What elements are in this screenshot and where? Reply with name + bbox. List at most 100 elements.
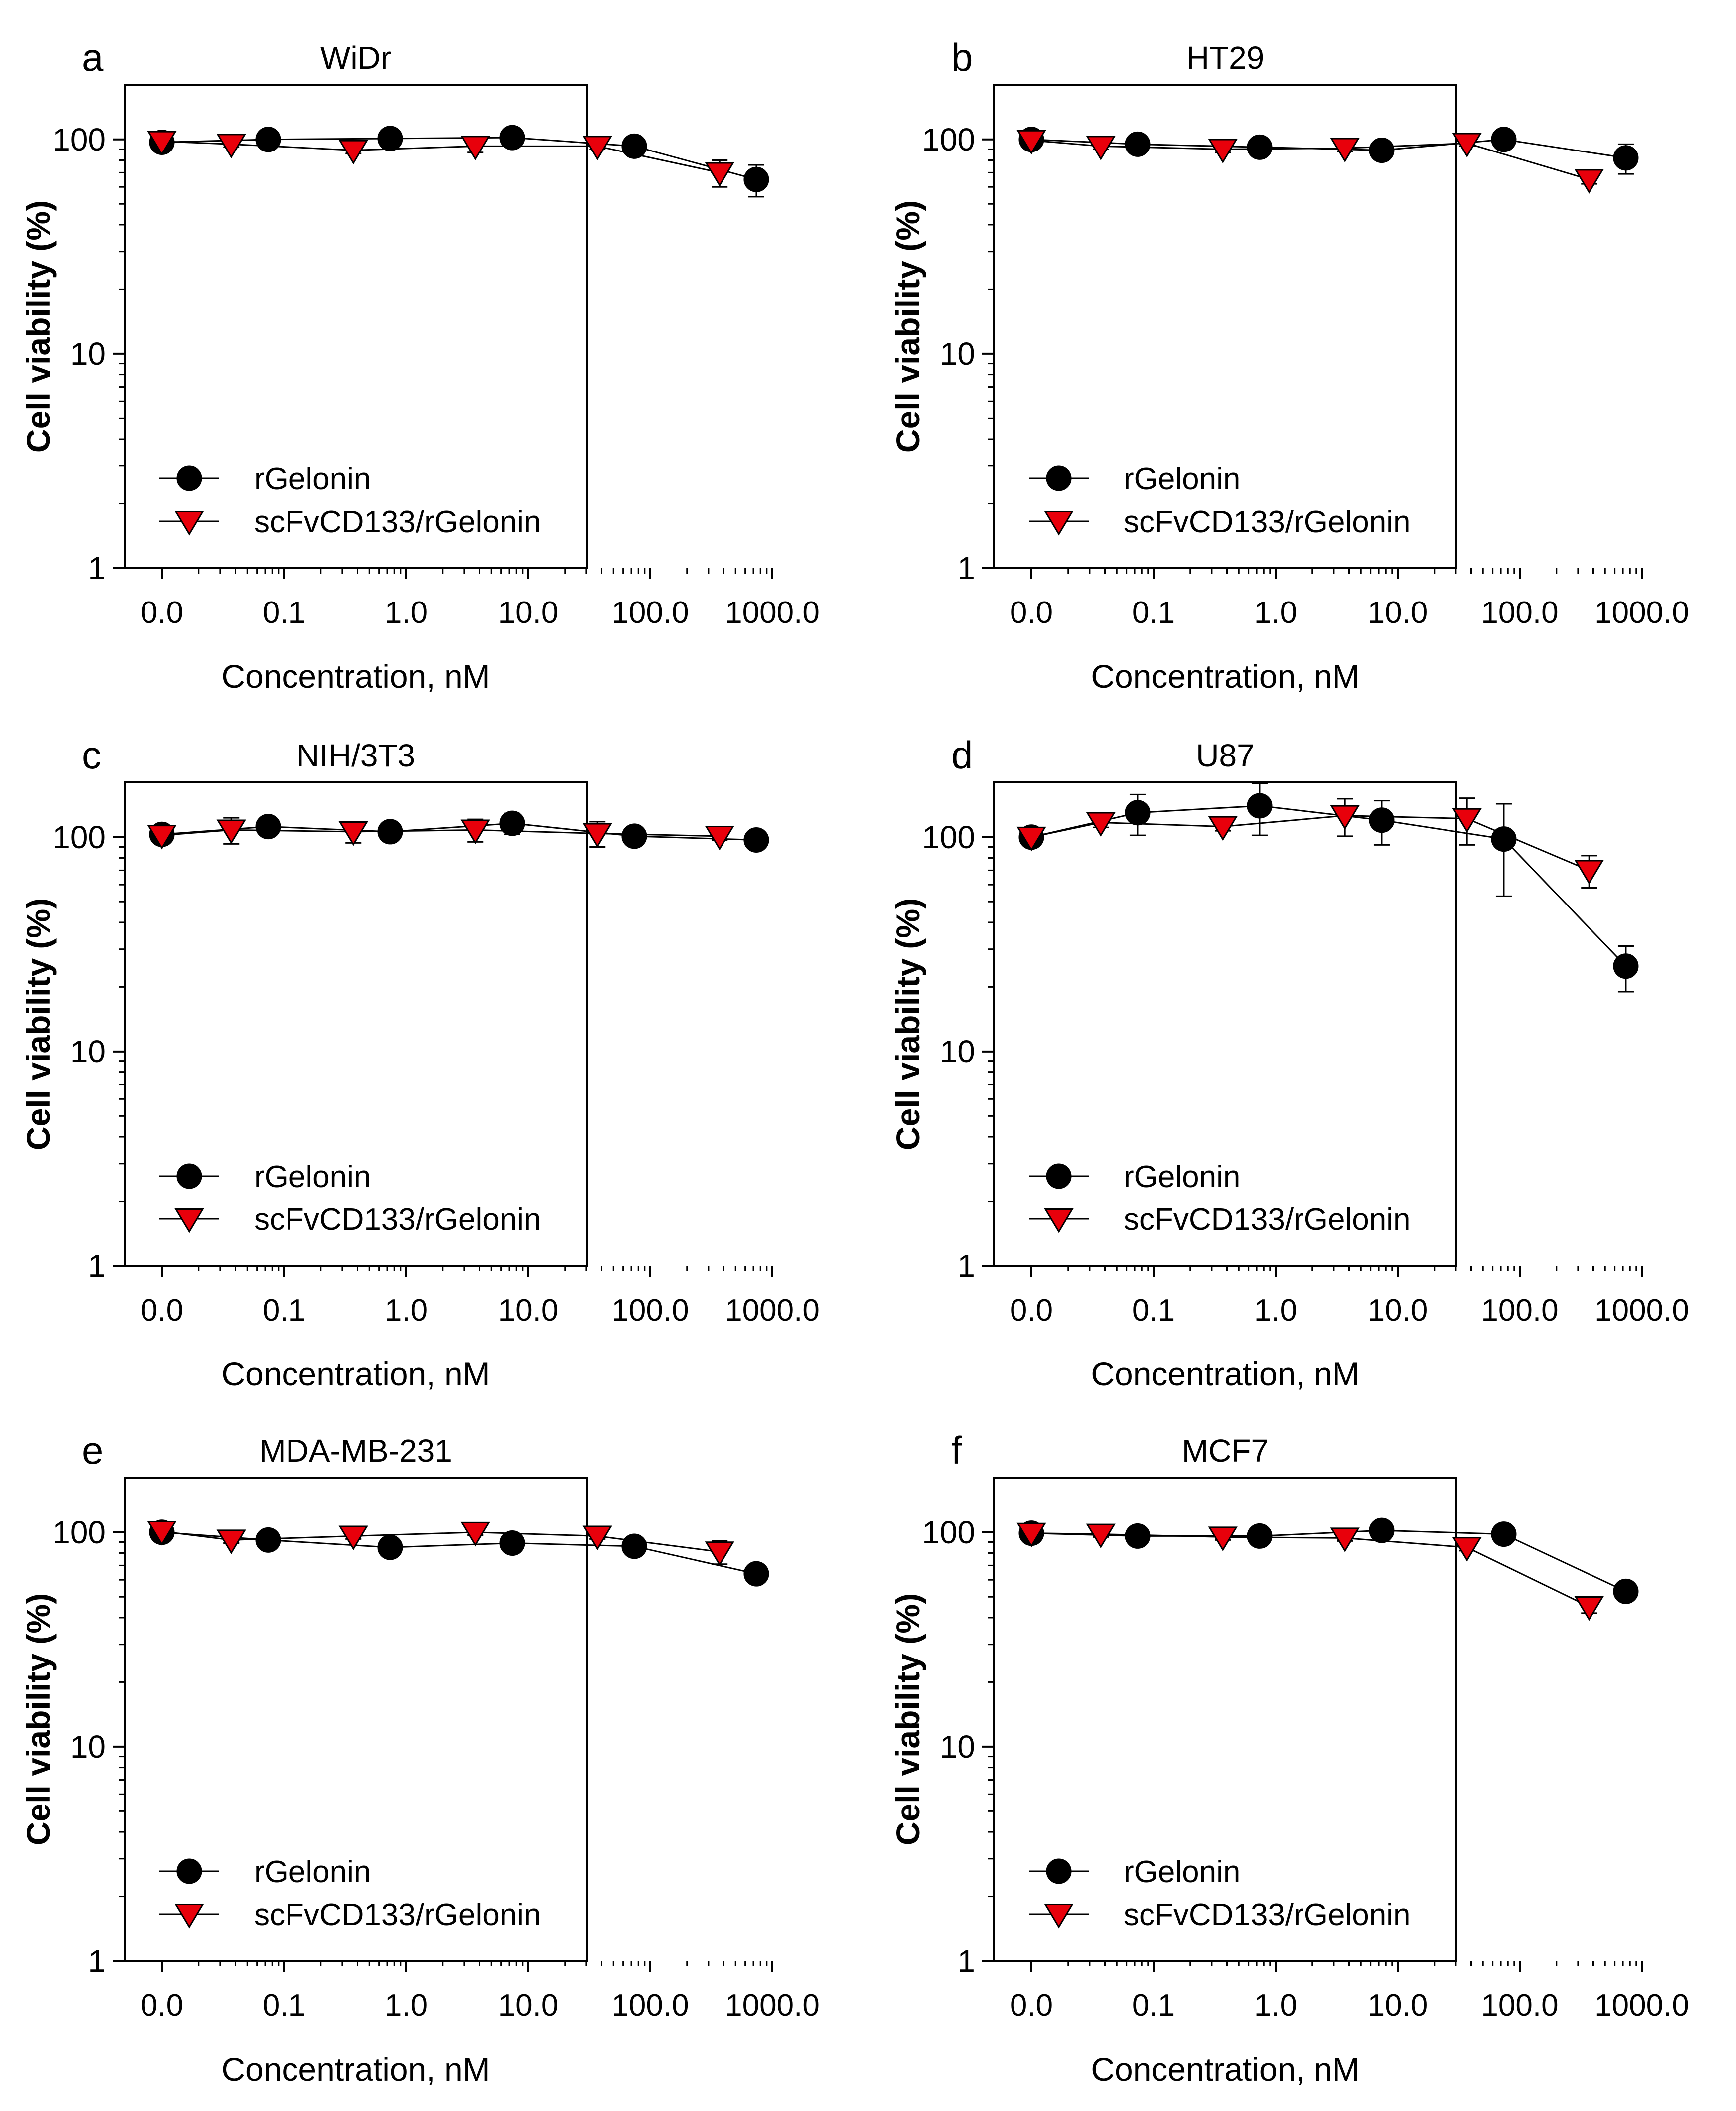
- series-line-1: [1031, 815, 1590, 871]
- x-tick-label: 1.0: [1254, 1988, 1297, 2023]
- chart-title: NIH/3T3: [296, 738, 415, 773]
- data-point-0: [255, 127, 281, 152]
- data-point-1: [1330, 805, 1360, 830]
- data-point-0: [743, 1561, 769, 1587]
- data-point-1: [216, 819, 246, 844]
- x-tick-label: 0.1: [1132, 596, 1175, 630]
- legend-label: scFvCD133/rGelonin: [254, 505, 541, 539]
- y-tick-label: 100: [52, 819, 106, 855]
- legend-marker: [1046, 465, 1072, 491]
- x-axis-label: Concentration, nM: [221, 2051, 490, 2088]
- y-tick-label: 1: [88, 1943, 106, 1979]
- x-tick-label: 0.1: [1132, 1988, 1175, 2023]
- legend-label: rGelonin: [1124, 1160, 1240, 1194]
- chart-title: MCF7: [1182, 1433, 1269, 1469]
- data-point-1: [705, 1541, 734, 1566]
- data-point-1: [1452, 808, 1482, 833]
- data-point-1: [1452, 1537, 1482, 1562]
- data-point-1: [1208, 816, 1238, 841]
- legend-marker: [1044, 1208, 1074, 1233]
- data-point-1: [147, 825, 177, 850]
- legend-label: rGelonin: [254, 1855, 371, 1889]
- legend-label: rGelonin: [254, 1160, 371, 1194]
- x-tick-label: 0.1: [263, 596, 305, 630]
- x-tick-label: 10.0: [498, 596, 559, 630]
- data-point-0: [255, 814, 281, 840]
- x-axis-label: Concentration, nM: [221, 1356, 490, 1392]
- data-point-0: [743, 166, 769, 192]
- data-point-0: [1125, 800, 1151, 826]
- data-point-1: [1086, 1523, 1116, 1549]
- x-tick-label: 100.0: [1481, 596, 1558, 630]
- series-line-1: [1031, 1532, 1590, 1608]
- y-axis-label: Cell viability (%): [889, 200, 926, 452]
- data-point-1: [582, 823, 612, 848]
- panel-letter: b: [951, 35, 973, 79]
- legend: rGelonin scFvCD133/rGelonin: [159, 1855, 541, 1932]
- data-point-1: [1016, 1522, 1046, 1548]
- data-point-1: [1208, 1526, 1238, 1551]
- data-point-0: [499, 125, 525, 151]
- data-point-0: [1247, 793, 1273, 819]
- data-point-0: [1613, 1578, 1639, 1604]
- x-tick-label: 0.0: [1010, 596, 1053, 630]
- x-axis-label: Concentration, nM: [221, 658, 490, 695]
- panel-letter: c: [82, 733, 101, 777]
- data-point-0: [1613, 145, 1639, 171]
- data-point-1: [705, 162, 734, 187]
- x-tick-label: 0.1: [1132, 1293, 1175, 1328]
- x-tick-label: 0.0: [141, 1988, 183, 2023]
- data-point-0: [1369, 138, 1395, 163]
- legend-marker: [174, 1208, 204, 1233]
- chart-title: MDA-MB-231: [259, 1433, 452, 1469]
- y-tick-label: 10: [940, 336, 975, 372]
- data-point-1: [338, 821, 368, 846]
- data-point-0: [1491, 1521, 1517, 1547]
- x-tick-label: 0.1: [263, 1293, 305, 1328]
- data-point-1: [1330, 138, 1360, 162]
- data-point-0: [1125, 1523, 1151, 1549]
- series-line-1: [1031, 140, 1590, 180]
- data-point-1: [705, 825, 734, 851]
- legend-label: scFvCD133/rGelonin: [1124, 1203, 1410, 1237]
- y-tick-label: 100: [922, 1514, 975, 1550]
- legend-label: scFvCD133/rGelonin: [254, 1898, 541, 1932]
- x-tick-label: 1.0: [385, 1988, 428, 2023]
- y-axis-label: Cell viability (%): [20, 898, 57, 1150]
- data-point-1: [1016, 826, 1046, 852]
- y-tick-label: 100: [922, 819, 975, 855]
- data-point-1: [1208, 139, 1238, 164]
- data-point-1: [1574, 169, 1604, 194]
- y-tick-label: 10: [70, 1729, 106, 1765]
- legend-label: rGelonin: [1124, 462, 1240, 496]
- series-line-1: [161, 829, 720, 837]
- legend-label: rGelonin: [254, 462, 371, 496]
- legend: rGelonin scFvCD133/rGelonin: [1029, 1855, 1410, 1932]
- series-line-1: [161, 141, 720, 173]
- panel-letter: a: [82, 35, 104, 79]
- legend: rGelonin scFvCD133/rGelonin: [1029, 462, 1410, 539]
- x-tick-label: 10.0: [1368, 1293, 1428, 1328]
- x-tick-label: 10.0: [1368, 596, 1428, 630]
- y-tick-label: 1: [88, 550, 106, 586]
- data-point-0: [1369, 1517, 1395, 1543]
- y-tick-label: 10: [70, 336, 106, 372]
- plot-frame: [124, 84, 588, 569]
- legend-label: rGelonin: [1124, 1855, 1240, 1889]
- data-point-1: [460, 819, 490, 844]
- data-point-1: [1574, 1596, 1604, 1621]
- legend-marker: [1046, 1858, 1072, 1884]
- y-tick-label: 10: [940, 1729, 975, 1765]
- data-point-1: [1016, 130, 1046, 155]
- x-axis-label: Concentration, nM: [1091, 2051, 1359, 2088]
- data-point-0: [1247, 134, 1273, 160]
- x-tick-label: 1.0: [1254, 1293, 1297, 1328]
- legend: rGelonin scFvCD133/rGelonin: [159, 1160, 541, 1237]
- x-tick-label: 1.0: [385, 596, 428, 630]
- legend-label: scFvCD133/rGelonin: [254, 1203, 541, 1237]
- panel-letter: d: [951, 733, 973, 777]
- series-line-0: [161, 822, 757, 841]
- y-tick-label: 10: [940, 1034, 975, 1069]
